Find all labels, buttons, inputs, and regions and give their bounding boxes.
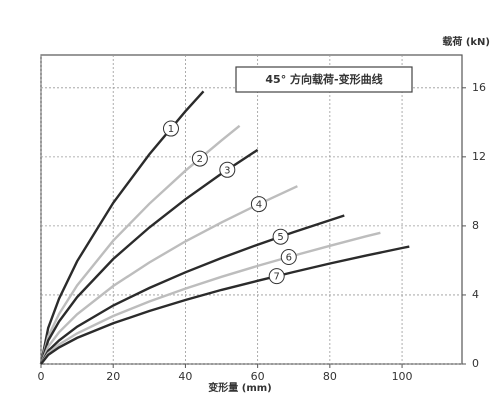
curve-label-circle: [272, 228, 289, 245]
plot-frame: [40, 54, 463, 365]
curve-label: 5: [277, 232, 283, 243]
x-tick-label: 100: [392, 370, 413, 383]
curve-label: 4: [256, 200, 262, 211]
line-series: [39, 148, 259, 365]
curve-label-circle: [162, 120, 179, 137]
curve-label-circle: [268, 268, 285, 285]
curve-label: 3: [224, 165, 230, 176]
line-series: [40, 245, 410, 365]
y-tick-label: 12: [472, 150, 486, 163]
chart-title: 45° 方向载荷-变形曲线: [265, 72, 382, 86]
x-axis-label: 变形量 (mm): [208, 381, 271, 394]
y-tick-label: 8: [472, 219, 479, 232]
y-tick-label: 0: [472, 357, 479, 370]
x-tick-label: 80: [323, 370, 337, 383]
curve-label: 6: [286, 253, 292, 264]
y-axis-label: 载荷 (kN): [442, 35, 490, 48]
x-tick-label: 40: [178, 370, 192, 383]
x-tick-label: 20: [106, 370, 120, 383]
curve-label-circle: [280, 249, 297, 266]
title-box: [235, 66, 413, 93]
x-tick-label: 60: [251, 370, 265, 383]
curve-label: 7: [274, 272, 280, 283]
line-series: [39, 124, 241, 365]
x-tick-label: 0: [38, 370, 45, 383]
y-tick-label: 16: [472, 81, 486, 94]
y-tick-label: 4: [472, 288, 479, 301]
curve-label: 1: [168, 124, 174, 135]
line-series: [39, 214, 345, 365]
line-series: [39, 90, 205, 365]
line-series: [39, 185, 298, 365]
curve-label: 2: [197, 154, 203, 165]
curve-label-circle: [250, 196, 267, 213]
curve-label-circle: [191, 150, 208, 167]
line-series: [40, 231, 381, 365]
curve-label-circle: [219, 161, 236, 178]
